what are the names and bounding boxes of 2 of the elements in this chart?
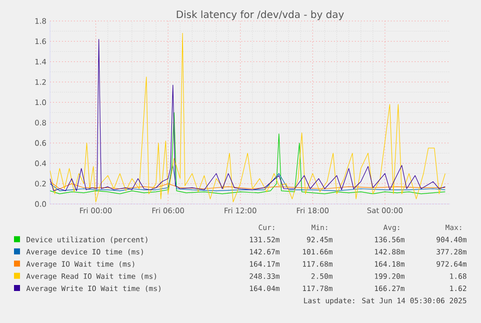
- chart-title: Disk latency for /dev/vda - by day: [176, 10, 344, 20]
- line-series: [50, 165, 446, 192]
